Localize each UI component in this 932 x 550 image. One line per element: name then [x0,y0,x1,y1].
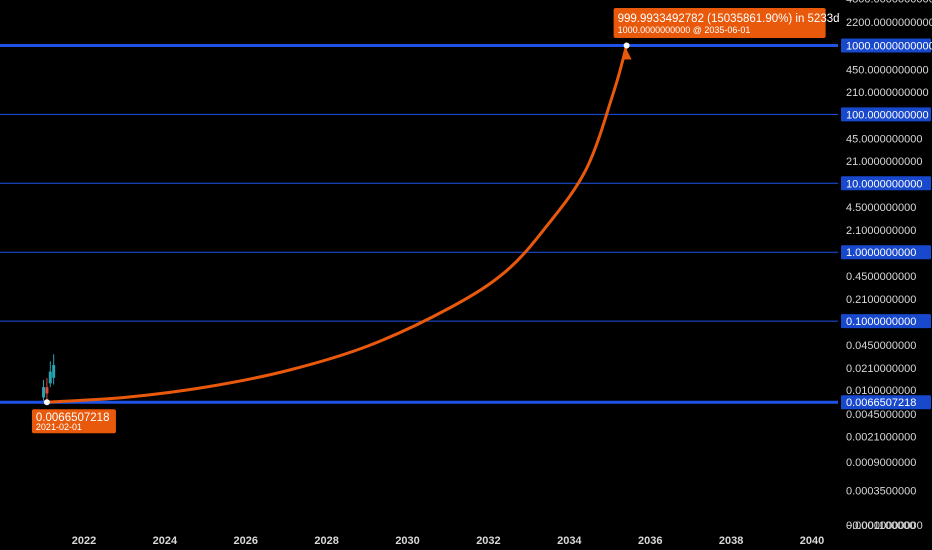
growth-curve[interactable] [45,44,629,404]
start-label-box [31,409,116,434]
price-tick-label: 0.0066507218 [846,397,916,409]
price-tick-label: 0.0003500000 [846,485,916,497]
price-tick-label: 0.0210000000 [846,363,916,375]
curve-start-point[interactable] [43,399,50,406]
price-level-tag [841,38,931,53]
price-level-tag [841,107,931,122]
curve-end-point[interactable] [623,42,630,49]
time-tick-label: 2038 [719,535,743,547]
price-level-tag [841,395,931,410]
price-tick-label: 10.0000000000 [846,178,922,190]
price-axis[interactable]: 4800.0000000000 2200.0000000000 1000.00000… [841,0,932,532]
price-level-tag [841,245,931,260]
time-tick-label: 2040 [800,535,824,547]
projection-curve[interactable] [43,42,632,406]
price-tick-label: 0.4500000000 [846,271,916,283]
price-tick-label: 100.0000000000 [846,109,929,121]
start-label-date: 2021-02-01 [36,422,82,432]
price-tick-label: 0.0021000000 [846,432,916,444]
price-tick-label: 1000.0000000000 [846,41,932,53]
time-tick-label: 2030 [395,535,419,547]
price-tick-label: 0.0100000000 [846,385,916,397]
curve-arrowhead [621,49,632,60]
price-level-tag [841,176,931,191]
time-tick-label: 2032 [476,535,500,547]
time-tick-label: 2026 [234,535,258,547]
price-tick-label: 2200.0000000000 [846,17,932,29]
time-tick-label: 2022 [72,535,96,547]
price-tick-label: 0.1000000000 [846,316,916,328]
time-tick-label: 2024 [153,535,178,547]
price-tick-label: 0.0009000000 [846,457,916,469]
time-tick-label: 2028 [314,535,338,547]
price-tick-label: 4.5000000000 [846,202,916,214]
price-tick-label: 2.1000000000 [846,225,916,237]
time-tick-label: 2036 [638,535,662,547]
price-tick-label: −0.0000000000 [846,520,923,532]
end-label-title: 999.9933492782 (15035861.90%) in 5233d [618,13,840,25]
price-tick-label: 0.2100000000 [846,294,916,306]
start-label-value: 0.0066507218 [36,412,110,424]
price-level-tag [841,314,931,329]
price-tick-label: 0.0450000000 [846,340,916,352]
time-tick-label: 2034 [557,535,582,547]
time-axis[interactable]: 2022 2024 2026 2028 2030 2032 2034 2036 2038 2040 [72,535,824,547]
price-tick-label: 450.0000000000 [846,64,929,76]
horizontal-levels [0,44,838,404]
candle-body [52,365,56,378]
candles [42,354,56,403]
candle-body [48,371,52,384]
price-tick-label: 0.0001100000 [846,520,916,532]
candle-body [42,387,46,398]
candle-body [45,387,49,394]
end-label-box [613,8,826,38]
price-tick-label: 1.0000000000 [846,247,916,259]
end-label-sub: 1000.0000000000 @ 2035-06-01 [618,25,751,35]
price-tick-label: 21.0000000000 [846,156,922,168]
price-tick-label: 45.0000000000 [846,133,922,145]
price-tick-label: 0.0045000000 [846,409,916,421]
price-tick-label: 210.0000000000 [846,87,929,99]
price-tick-label: 4800.0000000000 [846,0,932,6]
